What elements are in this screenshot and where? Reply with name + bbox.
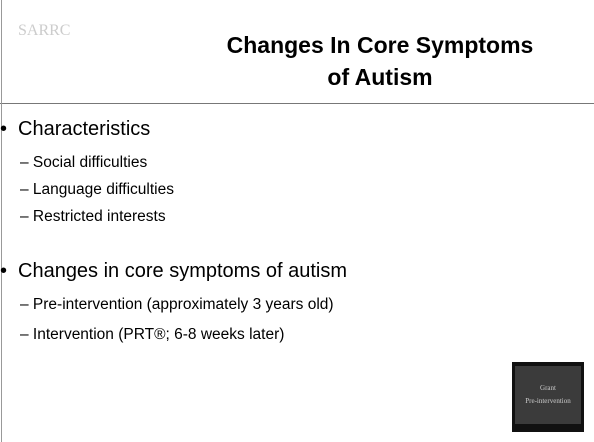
bullet-dot: • [0, 260, 7, 283]
header-rule [0, 103, 594, 104]
title-line: of Autism [160, 64, 594, 91]
thumbnail-text: Grant [512, 384, 584, 392]
slide: SARRC Changes In Core Symptoms of Autism… [0, 0, 594, 442]
sub-bullet: – Restricted interests [20, 208, 166, 226]
title-line: Changes In Core Symptoms [160, 32, 594, 59]
logo: SARRC [18, 22, 70, 40]
bullet-dot: • [0, 118, 7, 141]
thumbnail-text: Pre-intervention [512, 397, 584, 405]
sub-bullet: – Social difficulties [20, 154, 147, 172]
bullet: Changes in core symptoms of autism [18, 260, 347, 283]
sub-bullet: – Language difficulties [20, 181, 174, 199]
sub-bullet: – Pre-intervention (approximately 3 year… [20, 296, 334, 314]
left-rule [1, 0, 2, 442]
thumbnail: Grant Pre-intervention [512, 362, 584, 432]
bullet: Characteristics [18, 118, 150, 141]
sub-bullet: – Intervention (PRT®; 6-8 weeks later) [20, 326, 284, 344]
